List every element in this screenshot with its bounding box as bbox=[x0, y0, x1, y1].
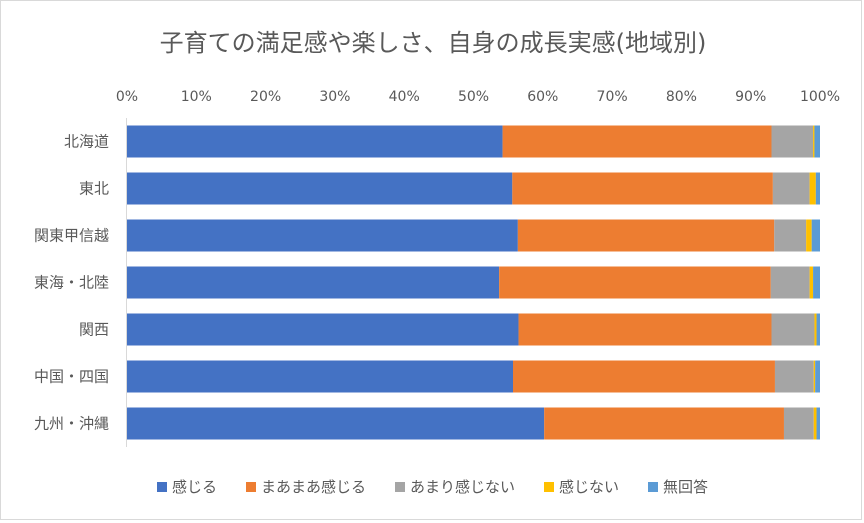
x-tick-label: 90% bbox=[735, 89, 766, 105]
bar-segment bbox=[813, 360, 816, 393]
bar-segment bbox=[816, 313, 820, 346]
category-label: 東北 bbox=[79, 180, 109, 198]
category-label: 九州・沖縄 bbox=[34, 415, 109, 433]
x-tick-label: 40% bbox=[389, 89, 420, 105]
legend-label: あまり感じない bbox=[410, 478, 515, 496]
bar-segment bbox=[813, 407, 817, 440]
bar-segment bbox=[127, 219, 518, 252]
legend-label: 感じる bbox=[172, 478, 217, 496]
bar-segment bbox=[127, 172, 513, 205]
bar-segment bbox=[517, 219, 775, 252]
bar-segment bbox=[770, 266, 810, 299]
chart-title: 子育ての満足感や楽しさ、自身の成長実感(地域別) bbox=[160, 29, 707, 57]
category-label: 中国・四国 bbox=[34, 368, 109, 386]
bar-segment bbox=[809, 172, 816, 205]
bar-segment bbox=[127, 313, 519, 346]
x-tick-label: 20% bbox=[250, 89, 281, 105]
bar-segment bbox=[809, 266, 814, 299]
bar-segment bbox=[811, 219, 820, 252]
x-tick-label: 0% bbox=[116, 89, 138, 105]
legend-label: 無回答 bbox=[663, 478, 708, 496]
bar-segment bbox=[774, 360, 814, 393]
plot-area: 0% 10% 20% 30% 40% 50% 60% 70% 80% 90% 100% 北海道東北関東… bbox=[34, 89, 840, 447]
legend-swatch bbox=[544, 482, 554, 492]
bar-segment bbox=[815, 172, 820, 205]
bar-segment bbox=[771, 313, 815, 346]
bar-segment bbox=[544, 407, 784, 440]
legend-swatch bbox=[648, 482, 658, 492]
x-tick-label: 60% bbox=[527, 89, 558, 105]
bar-segment bbox=[127, 266, 500, 299]
bar-segment bbox=[774, 219, 807, 252]
legend-swatch bbox=[395, 482, 405, 492]
bar-segment bbox=[127, 360, 514, 393]
bar-segment bbox=[127, 125, 503, 158]
legend-label: まあまあ感じる bbox=[261, 478, 366, 496]
legend-item: 無回答 bbox=[648, 478, 708, 496]
bar-segment bbox=[783, 407, 814, 440]
bar-segment bbox=[513, 360, 775, 393]
x-tick-label: 10% bbox=[181, 89, 212, 105]
bar-segment bbox=[815, 360, 820, 393]
legend-item: あまり感じない bbox=[395, 478, 515, 496]
category-label: 関東甲信越 bbox=[34, 227, 109, 245]
category-label: 関西 bbox=[79, 321, 109, 339]
legend-item: 感じない bbox=[544, 478, 619, 496]
bar-segment bbox=[816, 407, 820, 440]
bar-segment bbox=[499, 266, 771, 299]
bar-segment bbox=[512, 172, 773, 205]
legend-label: 感じない bbox=[559, 478, 619, 496]
legend: 感じる まあまあ感じる あまり感じない 感じない 無回答 bbox=[157, 478, 708, 496]
bar-segment bbox=[502, 125, 772, 158]
bar-segment bbox=[127, 407, 545, 440]
bar-segment bbox=[772, 172, 810, 205]
category-label: 東海・北陸 bbox=[34, 274, 109, 292]
category-label: 北海道 bbox=[64, 133, 109, 151]
x-tick-label: 80% bbox=[666, 89, 697, 105]
legend-swatch bbox=[157, 482, 167, 492]
x-tick-label: 50% bbox=[458, 89, 489, 105]
bar-segment bbox=[814, 125, 820, 158]
bar-segment bbox=[814, 313, 817, 346]
x-tick-label: 100% bbox=[800, 89, 840, 105]
bar-segment bbox=[771, 125, 814, 158]
legend-swatch bbox=[246, 482, 256, 492]
x-tick-label: 70% bbox=[597, 89, 628, 105]
bar-segment bbox=[806, 219, 812, 252]
bar-segment bbox=[813, 266, 820, 299]
legend-item: まあまあ感じる bbox=[246, 478, 366, 496]
legend-item: 感じる bbox=[157, 478, 217, 496]
bar-segment bbox=[518, 313, 772, 346]
x-tick-label: 30% bbox=[319, 89, 350, 105]
bar-segment bbox=[813, 125, 815, 158]
